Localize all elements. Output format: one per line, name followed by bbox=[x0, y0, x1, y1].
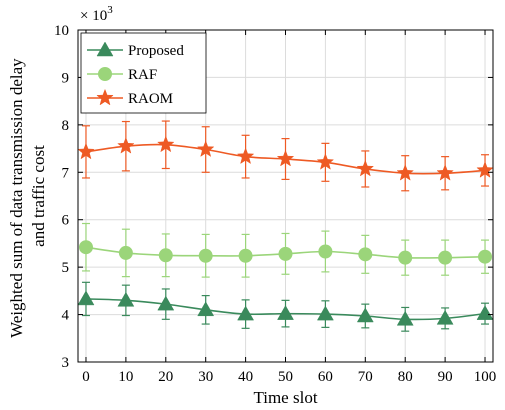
data-point bbox=[117, 136, 135, 154]
axis-ticks: 0 10 20 30 40 50 60 70 80 90 100 3 4 5 6 7 8 9 10 bbox=[54, 23, 496, 385]
data-point bbox=[476, 161, 494, 178]
y-axis-label: Weighted sum of data transmission delay … bbox=[7, 54, 48, 338]
series-proposed bbox=[77, 281, 494, 332]
data-point bbox=[396, 310, 414, 326]
data-point bbox=[478, 249, 493, 264]
data-point bbox=[196, 140, 215, 157]
data-point bbox=[78, 240, 93, 255]
data-point bbox=[436, 164, 454, 181]
y-axis-label-line-1: Weighted sum of data transmission delay bbox=[7, 58, 26, 338]
data-point bbox=[158, 248, 173, 263]
series-raom bbox=[77, 120, 494, 192]
data-point bbox=[436, 309, 454, 325]
x-tick-label: 30 bbox=[198, 369, 213, 385]
legend-label: Proposed bbox=[128, 43, 184, 59]
data-point bbox=[278, 246, 293, 261]
x-tick-label: 20 bbox=[158, 369, 173, 385]
x-tick-label: 70 bbox=[358, 369, 373, 385]
data-point bbox=[157, 295, 175, 311]
legend-marker bbox=[96, 41, 114, 57]
data-point bbox=[438, 250, 453, 265]
data-point bbox=[117, 291, 135, 307]
legend-item-proposed: Proposed bbox=[87, 41, 184, 59]
data-point bbox=[236, 147, 255, 165]
data-point bbox=[198, 248, 213, 263]
x-tick-label: 80 bbox=[398, 369, 413, 385]
legend-item-raf: RAF bbox=[87, 67, 157, 83]
legend: Proposed RAF RAOM bbox=[80, 32, 207, 114]
legend-marker bbox=[96, 88, 114, 106]
y-tick-label: 7 bbox=[62, 165, 70, 181]
y-multiplier-label: × 103 bbox=[80, 4, 113, 24]
legend-item-raom: RAOM bbox=[87, 88, 173, 107]
x-tick-label: 60 bbox=[318, 369, 333, 385]
series-raf bbox=[78, 222, 493, 278]
data-point bbox=[276, 149, 295, 167]
data-point bbox=[316, 305, 334, 321]
y-tick-label: 10 bbox=[54, 23, 69, 39]
data-point bbox=[238, 248, 253, 263]
data-point bbox=[237, 305, 255, 321]
data-point bbox=[277, 305, 294, 320]
y-axis-label-line-2: and traffic cost bbox=[29, 145, 48, 247]
data-point bbox=[118, 245, 133, 260]
plot-data bbox=[77, 120, 494, 332]
data-point bbox=[318, 244, 333, 259]
data-point bbox=[358, 247, 373, 262]
data-point bbox=[356, 307, 374, 323]
y-tick-label: 4 bbox=[62, 308, 70, 324]
y-tick-label: 3 bbox=[62, 355, 70, 371]
data-point bbox=[77, 290, 95, 306]
y-tick-label: 6 bbox=[62, 213, 70, 229]
legend-marker bbox=[98, 67, 112, 81]
data-point bbox=[157, 135, 175, 153]
legend-label: RAOM bbox=[128, 91, 173, 107]
x-tick-label: 10 bbox=[118, 369, 133, 385]
data-point bbox=[398, 250, 413, 265]
data-point bbox=[316, 153, 335, 170]
x-tick-label: 50 bbox=[278, 369, 293, 385]
data-point bbox=[197, 301, 215, 317]
x-tick-label: 0 bbox=[82, 369, 90, 385]
legend-label: RAF bbox=[128, 67, 157, 83]
data-point bbox=[396, 164, 414, 181]
y-tick-label: 9 bbox=[62, 70, 70, 86]
x-tick-label: 100 bbox=[474, 369, 497, 385]
y-tick-label: 5 bbox=[62, 260, 70, 276]
x-tick-label: 40 bbox=[238, 369, 253, 385]
data-point bbox=[356, 159, 375, 177]
x-tick-label: 90 bbox=[438, 369, 453, 385]
data-point bbox=[77, 142, 95, 160]
x-axis-label: Time slot bbox=[253, 388, 317, 407]
y-tick-label: 8 bbox=[62, 118, 70, 134]
data-point bbox=[476, 305, 494, 320]
